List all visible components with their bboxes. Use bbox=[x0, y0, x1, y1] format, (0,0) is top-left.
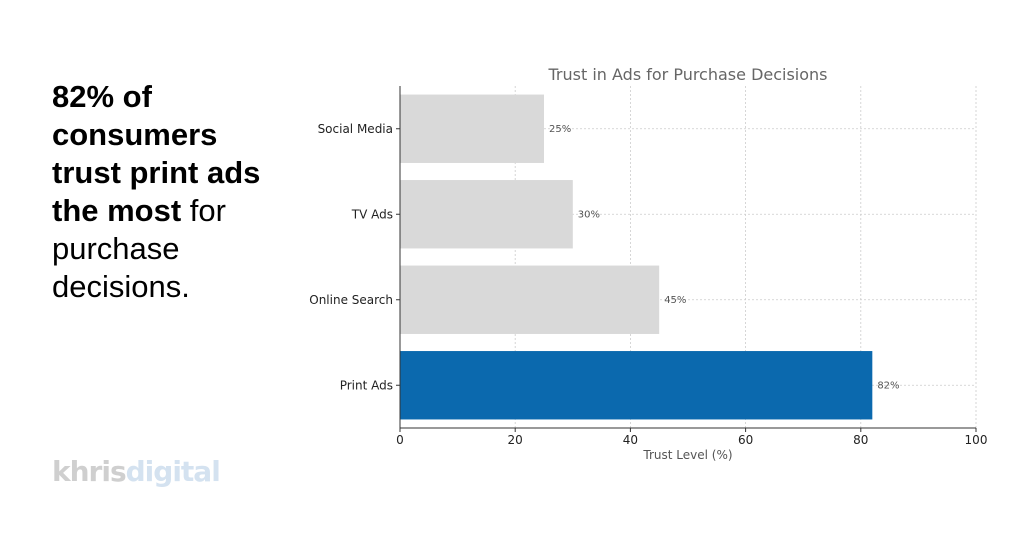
logo-part1: khris bbox=[52, 455, 127, 488]
x-tick-label: 20 bbox=[508, 433, 523, 447]
y-tick-label: Online Search bbox=[309, 293, 393, 307]
khrisdigital-logo: khrisdigital bbox=[52, 455, 221, 488]
headline-regular: for purchase decisions. bbox=[52, 193, 226, 304]
y-tick-label: TV Ads bbox=[351, 207, 393, 221]
bar bbox=[400, 180, 573, 249]
bar bbox=[400, 94, 544, 163]
x-tick-label: 40 bbox=[623, 433, 638, 447]
x-ticks: 0 20 40 60 80 100 bbox=[396, 428, 987, 447]
chart-title: Trust in Ads for Purchase Decisions bbox=[547, 65, 827, 84]
bars bbox=[400, 94, 873, 420]
data-labels: 25% 30% 45% 82% bbox=[549, 124, 900, 392]
x-tick-label: 100 bbox=[965, 433, 988, 447]
y-tick-label: Print Ads bbox=[340, 378, 393, 392]
y-tick-label: Social Media bbox=[318, 122, 393, 136]
bar bbox=[400, 351, 873, 420]
headline-bold: 82% of consumers trust print ads the mos… bbox=[52, 79, 261, 228]
bar bbox=[400, 265, 660, 334]
logo-part2: digital bbox=[125, 455, 221, 488]
y-tick-labels: Social Media TV Ads Online Search Print Ads bbox=[309, 122, 400, 392]
x-tick-label: 60 bbox=[738, 433, 753, 447]
headline: 82% of consumers trust print ads the mos… bbox=[52, 78, 292, 306]
data-label: 30% bbox=[578, 209, 600, 220]
x-tick-label: 0 bbox=[396, 433, 404, 447]
data-label: 82% bbox=[877, 380, 899, 391]
data-label: 45% bbox=[664, 295, 686, 306]
data-label: 25% bbox=[549, 124, 571, 135]
x-axis-title: Trust Level (%) bbox=[642, 448, 732, 462]
x-tick-label: 80 bbox=[853, 433, 868, 447]
